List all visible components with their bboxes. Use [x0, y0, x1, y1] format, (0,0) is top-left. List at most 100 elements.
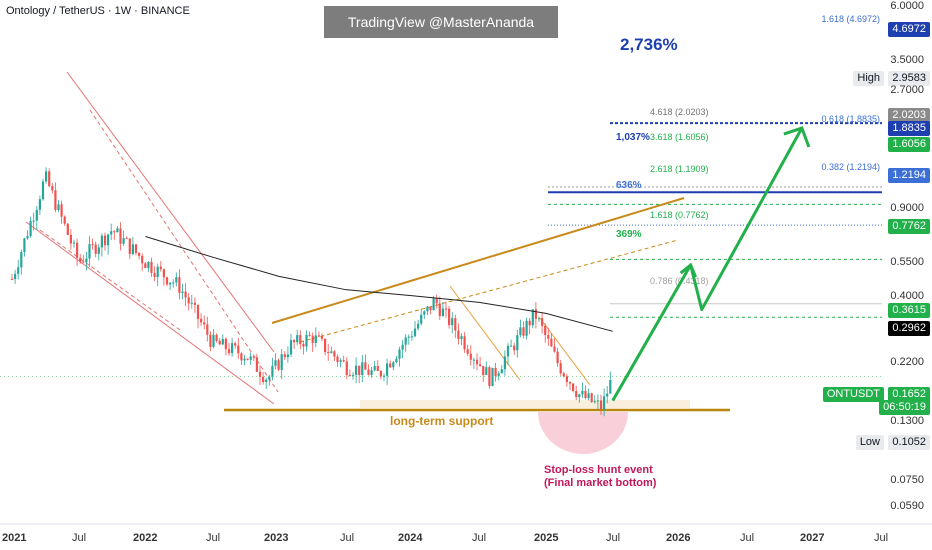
candle-body: [500, 369, 503, 374]
price-tag-0-7762: 0.7762: [888, 219, 930, 234]
candle-body: [510, 345, 513, 347]
candle-body: [203, 322, 206, 325]
candle-body: [466, 349, 469, 354]
candle-body: [178, 277, 181, 293]
x-tick-label: 2025: [534, 532, 559, 544]
candle-body: [165, 277, 169, 285]
channel-inner-line: [39, 229, 181, 331]
candle-body: [320, 336, 324, 339]
candle-body: [392, 362, 395, 368]
candle-body: [48, 171, 51, 187]
candle-body: [169, 282, 172, 285]
candle-body: [435, 298, 438, 304]
x-tick-label: Jul: [606, 532, 621, 544]
candle-body: [268, 376, 271, 380]
candle-body: [144, 263, 147, 269]
candle-body: [373, 366, 376, 371]
candle-body: [457, 330, 460, 340]
candle-body: [20, 252, 23, 268]
candle-body: [432, 298, 435, 311]
low-value-tag: 0.1052: [888, 435, 930, 450]
candle-body: [218, 340, 221, 345]
candle-body: [231, 343, 234, 354]
candle-body: [274, 360, 277, 366]
candle-body: [215, 334, 218, 341]
y-tick-label: 6.0000: [890, 0, 924, 12]
target-percent-label: 2,736%: [620, 35, 678, 54]
candle-body: [398, 349, 401, 359]
price-axis-bg: [882, 0, 932, 550]
stop-loss-hunt-zone: [538, 412, 628, 454]
candle-body: [262, 376, 265, 383]
candle-body: [296, 335, 299, 343]
candle-body: [348, 374, 351, 376]
channel-mid-line: [89, 109, 279, 393]
candle-body: [441, 308, 444, 317]
x-tick-label: Jul: [874, 532, 889, 544]
candle-body: [41, 181, 45, 200]
candle-body: [333, 351, 336, 357]
candle-body: [234, 343, 237, 346]
y-tick-label: 3.5000: [890, 54, 924, 66]
candle-body: [488, 367, 491, 386]
candle-body: [575, 391, 578, 398]
candle-body: [386, 363, 389, 376]
candle-body: [609, 379, 612, 394]
candle-body: [345, 361, 348, 375]
candle-body: [23, 238, 26, 253]
x-tick-label: Jul: [206, 532, 221, 544]
candle-body: [351, 374, 355, 376]
projection-arrow-head: [783, 126, 811, 148]
candle-body: [584, 390, 587, 399]
candle-body: [395, 358, 398, 363]
candle-body: [336, 356, 339, 362]
symbol-title: Ontology / TetherUS · 1W · BINANCE: [6, 5, 190, 17]
candle-body: [516, 335, 519, 351]
candle-body: [364, 362, 367, 370]
candle-body: [175, 277, 178, 283]
final-bottom-label: (Final market bottom): [544, 477, 657, 489]
y-tick-label: 0.2200: [890, 356, 924, 368]
high-label: High: [853, 71, 884, 86]
candle-body: [153, 272, 156, 278]
candle-body: [324, 338, 327, 353]
candle-body: [116, 228, 119, 233]
candle-body: [404, 337, 407, 345]
candle-body: [327, 352, 330, 354]
candle-body: [596, 400, 599, 402]
support-label: long-term support: [390, 414, 493, 428]
candle-body: [317, 335, 320, 337]
candle-body: [29, 221, 32, 237]
candle-body: [413, 328, 417, 337]
x-tick-label: Jul: [72, 532, 87, 544]
candle-body: [54, 190, 57, 210]
candle-body: [147, 261, 150, 269]
resistance-dashed-line: [299, 239, 679, 343]
candle-body: [556, 351, 559, 364]
candle-body: [206, 324, 209, 335]
candle-body: [522, 327, 525, 336]
candle-body: [420, 314, 423, 324]
projection-arrow-head-small: [679, 262, 698, 278]
candle-body: [482, 365, 485, 376]
candle-body: [172, 282, 175, 284]
candle-body: [525, 320, 528, 336]
y-tick-label: 0.9000: [890, 202, 924, 214]
candle-body: [94, 244, 97, 254]
last-price-tag: 0.1652: [888, 387, 930, 402]
candle-body: [283, 354, 286, 358]
candle-body: [534, 309, 537, 319]
candle-body: [134, 244, 138, 253]
candle-body: [537, 318, 541, 320]
candle-body: [72, 242, 76, 244]
candle-body: [246, 358, 249, 360]
ticker-tag: ONTUSDT: [822, 387, 884, 402]
candle-body: [125, 238, 128, 240]
candle-body: [131, 244, 134, 255]
candle-body: [448, 308, 451, 326]
x-tick-label: 2026: [666, 532, 691, 544]
price-tag-0-3615: 0.3615: [888, 303, 930, 318]
candle-body: [252, 356, 255, 358]
